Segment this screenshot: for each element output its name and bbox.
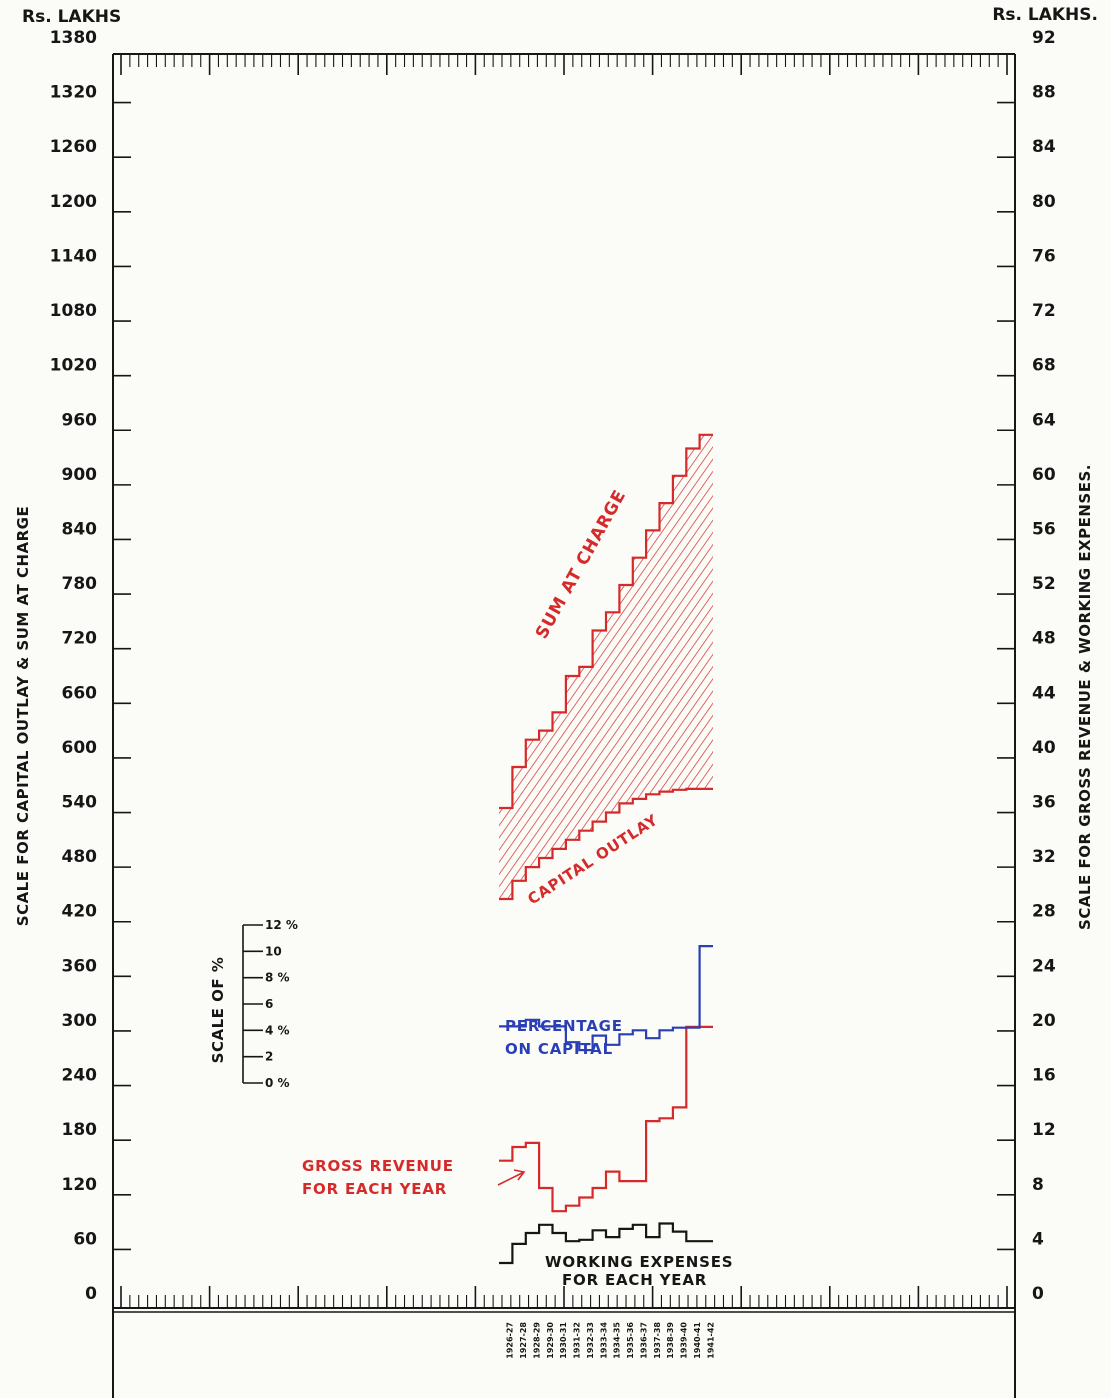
left-tick-label: 600 xyxy=(62,738,98,758)
right-axis-title: SCALE FOR GROSS REVENUE & WORKING EXPENS… xyxy=(1076,464,1094,930)
hatched-area xyxy=(499,434,713,899)
right-tick-label: 60 xyxy=(1032,465,1056,485)
percentage-label-line2: ON CAPITAL xyxy=(505,1040,613,1058)
right-tick-label: 84 xyxy=(1032,137,1056,157)
series-layer xyxy=(499,433,713,1265)
right-tick-label: 16 xyxy=(1032,1066,1056,1086)
year-label: 1934-35 xyxy=(613,1322,622,1359)
year-label: 1937-38 xyxy=(653,1322,662,1359)
left-tick-label: 1380 xyxy=(50,28,97,48)
working-expenses-label-line1: WORKING EXPENSES xyxy=(545,1253,733,1271)
left-tick-label: 120 xyxy=(62,1175,98,1195)
left-tick-label: 480 xyxy=(62,847,98,867)
percentage-label-line1: PERCENTAGE xyxy=(505,1017,623,1035)
right-tick-label: 64 xyxy=(1032,410,1056,430)
year-label: 1935-36 xyxy=(626,1322,635,1359)
left-tick-label: 840 xyxy=(62,519,98,539)
working-expenses-for-each-year-line xyxy=(499,1222,713,1265)
left-axis-title: SCALE FOR CAPITAL OUTLAY & SUM AT CHARGE xyxy=(14,506,32,926)
right-tick-label: 32 xyxy=(1032,847,1056,867)
right-tick-label: 48 xyxy=(1032,629,1056,649)
bottom-ruler xyxy=(120,1286,1008,1308)
left-tick-label: 540 xyxy=(62,793,98,813)
right-tick-label: 92 xyxy=(1032,28,1056,48)
percent-scale-title: SCALE OF % xyxy=(209,957,227,1064)
right-tick-label: 80 xyxy=(1032,192,1056,212)
year-label: 1939-40 xyxy=(680,1322,689,1359)
right-tick-label: 8 xyxy=(1032,1175,1044,1195)
gross-revenue-for-each-year-line xyxy=(499,1025,713,1213)
right-tick-label: 28 xyxy=(1032,902,1056,922)
left-tick-label: 0 xyxy=(85,1284,97,1304)
percent-scale-label: 10 xyxy=(265,944,282,958)
right-tick-label: 0 xyxy=(1032,1284,1044,1304)
year-label: 1933-34 xyxy=(599,1322,608,1359)
left-tick-label: 660 xyxy=(62,683,98,703)
right-unit-label: Rs. LAKHS. xyxy=(992,5,1098,25)
gross-revenue-label-line1: GROSS REVENUE xyxy=(302,1157,454,1175)
right-tick-label: 4 xyxy=(1032,1229,1044,1249)
sum-at-charge-line xyxy=(499,433,713,810)
left-tick-label: 300 xyxy=(62,1011,98,1031)
year-label: 1929-30 xyxy=(546,1322,555,1359)
left-tick-label: 720 xyxy=(62,629,98,649)
left-tick-label: 60 xyxy=(73,1229,97,1249)
left-tick-label: 1200 xyxy=(50,192,97,212)
left-tick-label: 960 xyxy=(62,410,98,430)
right-tick-label: 40 xyxy=(1032,738,1056,758)
right-tick-label: 20 xyxy=(1032,1011,1056,1031)
year-label: 1928-29 xyxy=(532,1322,541,1359)
left-tick-label: 240 xyxy=(62,1066,98,1086)
percent-scale-label: 6 xyxy=(265,997,273,1011)
left-unit-label: Rs. LAKHS xyxy=(22,7,121,27)
right-tick-label: 88 xyxy=(1032,83,1056,103)
percent-scale-label: 2 xyxy=(265,1050,273,1064)
year-label: 1932-33 xyxy=(586,1322,595,1359)
percentage-on-capital-line xyxy=(499,945,713,1052)
right-tick-label: 56 xyxy=(1032,519,1056,539)
year-label: 1931-32 xyxy=(573,1322,582,1359)
right-tick-label: 72 xyxy=(1032,301,1056,321)
right-tick-label: 52 xyxy=(1032,574,1056,594)
year-label: 1930-31 xyxy=(559,1322,568,1359)
year-labels: 1926-27 1927-28 1928-29 1929-30 1930-31 1931-… xyxy=(506,1322,716,1359)
percent-scale-label: 8 % xyxy=(265,971,290,985)
left-tick-label: 180 xyxy=(62,1120,98,1140)
year-label: 1941-42 xyxy=(706,1322,715,1359)
right-tick-label: 44 xyxy=(1032,683,1056,703)
capital-outlay-line xyxy=(499,787,713,901)
right-tick-label: 12 xyxy=(1032,1120,1056,1140)
right-tick-label: 68 xyxy=(1032,356,1056,376)
percent-scale-label: 4 % xyxy=(265,1023,290,1037)
percent-scale-label: 12 % xyxy=(265,918,298,932)
left-tick-label: 360 xyxy=(62,956,98,976)
gross-revenue-pointer-arrow xyxy=(497,1169,526,1186)
left-tick-label: 1020 xyxy=(50,356,97,376)
left-tick-label: 420 xyxy=(62,902,98,922)
left-tick-label: 1140 xyxy=(50,246,97,266)
year-label: 1938-39 xyxy=(666,1322,675,1359)
left-tick-label: 900 xyxy=(62,465,98,485)
year-label: 1926-27 xyxy=(506,1322,515,1359)
year-label: 1936-37 xyxy=(639,1322,648,1359)
gross-revenue-label-line2: FOR EACH YEAR xyxy=(302,1180,447,1198)
percent-scale: 0 % 2 4 % 6 8 % 10 12 % xyxy=(242,918,298,1090)
left-tick-label: 780 xyxy=(62,574,98,594)
right-tick-label: 36 xyxy=(1032,793,1056,813)
right-tick-label: 24 xyxy=(1032,956,1056,976)
year-label: 1940-41 xyxy=(693,1322,702,1359)
working-expenses-label-line2: FOR EACH YEAR xyxy=(562,1271,707,1289)
left-axis: 0 60 120 180 240 300 360 420 480 540 600 660 720 780 8… xyxy=(50,28,131,1304)
left-tick-label: 1320 xyxy=(50,83,97,103)
year-label: 1927-28 xyxy=(519,1322,528,1359)
left-tick-label: 1260 xyxy=(50,137,97,157)
right-tick-label: 76 xyxy=(1032,246,1056,266)
right-axis: 0481216202428323640444852566064687276808… xyxy=(997,28,1056,1304)
top-ruler xyxy=(120,54,1008,75)
left-tick-label: 1080 xyxy=(50,301,97,321)
percent-scale-label: 0 % xyxy=(265,1076,290,1090)
